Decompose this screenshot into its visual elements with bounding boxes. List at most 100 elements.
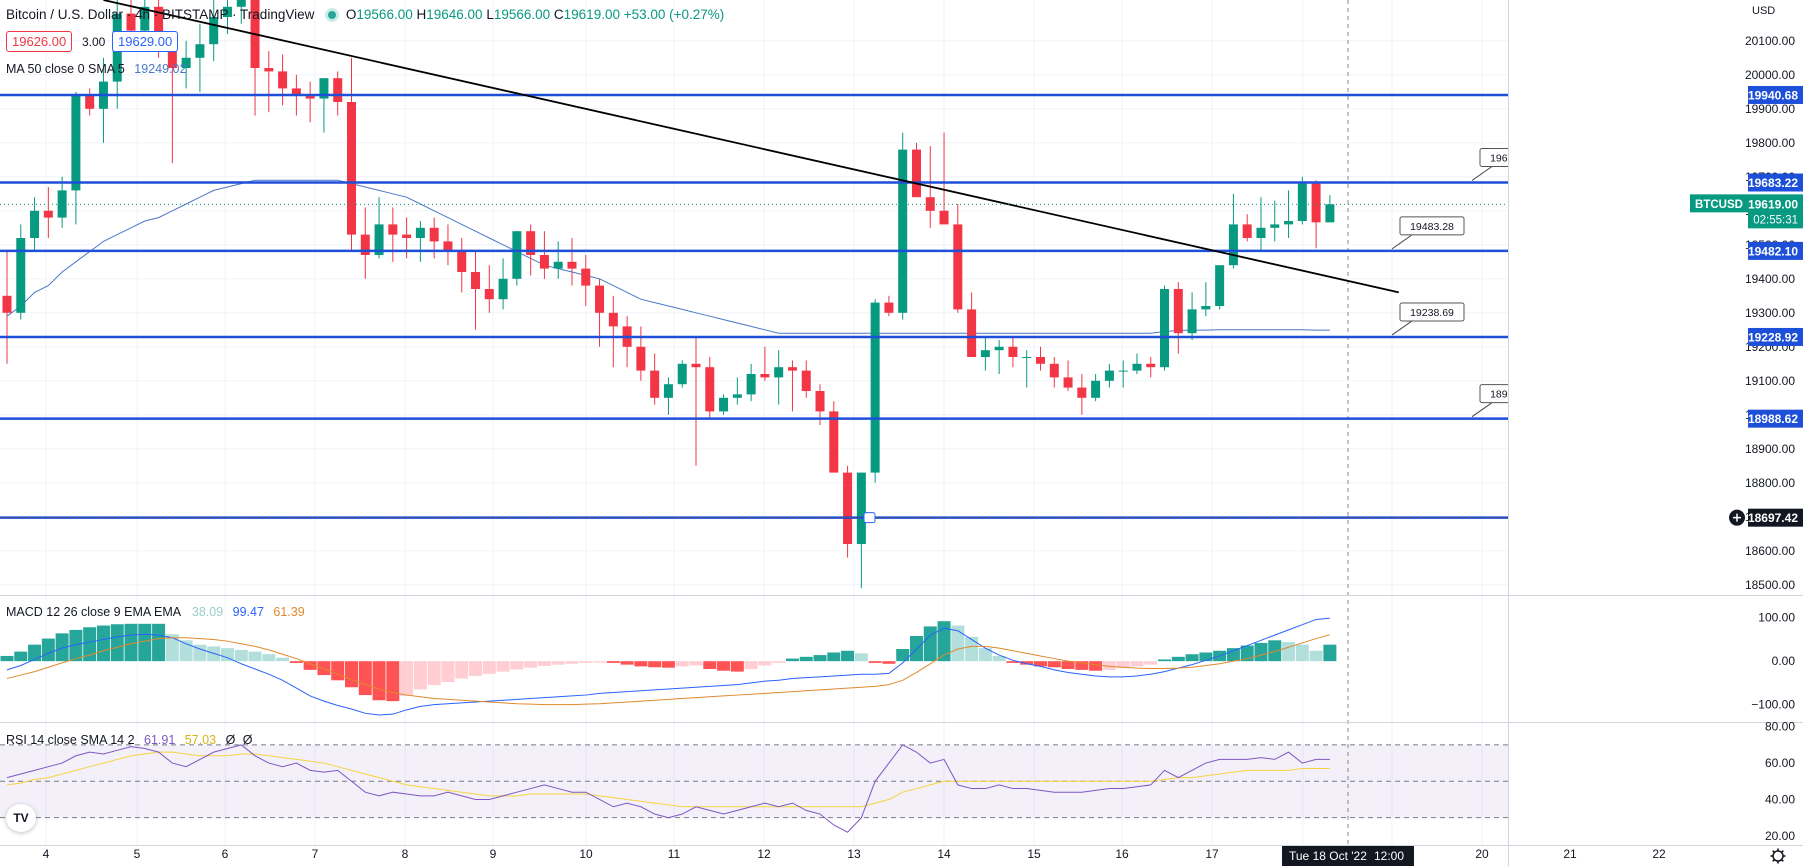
time-tick: 11 [668, 847, 681, 861]
candle-body [760, 374, 770, 378]
callout-connector [1471, 402, 1493, 418]
price-tick: 19900.00 [1745, 102, 1795, 116]
macd-histogram-bar [937, 621, 951, 662]
rsi-legend[interactable]: RSI 14 close SMA 14 2 61.91 57.03 Ø Ø [6, 733, 253, 747]
macd-histogram-bar [193, 644, 207, 662]
macd-histogram-bar [1323, 644, 1337, 662]
macd-histogram-bar [593, 661, 607, 663]
candle-body [1187, 309, 1197, 334]
macd-tick: 100.00 [1758, 611, 1795, 625]
macd-histogram-bar [730, 661, 744, 672]
time-cursor-time: 12:00 [1374, 849, 1404, 863]
callout-label: 18989.75 [1490, 389, 1534, 401]
macd-histogram-bar [317, 661, 331, 676]
macd-histogram-bar [276, 657, 290, 662]
candle-body [484, 289, 494, 300]
candle-body [553, 261, 563, 269]
price-tick: 19800.00 [1745, 136, 1795, 150]
candle-body [167, 47, 177, 68]
candle-body [746, 374, 756, 395]
macd-histogram-bar [55, 633, 69, 662]
candle-body [222, 6, 232, 17]
candle-body [787, 367, 797, 371]
price-pane[interactable]: 19950.25 19694.17 19483.28 19238.69 18989.75… [0, 0, 1649, 589]
buy-ask-button[interactable]: 19629.00 [112, 31, 179, 52]
ma-legend[interactable]: MA 50 close 0 SMA 5 19249.02 [6, 62, 187, 76]
candle-body [1063, 377, 1073, 388]
candle-body [333, 78, 343, 102]
candle-body [1022, 357, 1032, 358]
level-axis-label [1748, 173, 1803, 192]
callout-connector [1391, 320, 1413, 336]
macd-pane[interactable] [0, 617, 1337, 716]
time-tick: 9 [490, 847, 497, 861]
macd-histogram-bar [799, 656, 813, 662]
macd-histogram-bar [345, 661, 358, 688]
macd-histogram-bar [1171, 656, 1185, 662]
macd-histogram-bar [1254, 642, 1268, 662]
candle-body [388, 224, 398, 235]
candle-body [195, 44, 205, 58]
rsi-pane[interactable] [0, 744, 1508, 833]
macd-histogram-bar [455, 661, 469, 679]
macd-histogram-bar [1130, 661, 1144, 667]
tradingview-logo[interactable]: TV [6, 804, 36, 832]
ma50-line [6, 179, 1330, 334]
macd-histogram-bar [41, 638, 55, 662]
gear-icon[interactable] [1770, 848, 1786, 864]
macd-histogram-bar [165, 634, 179, 662]
candle-body [732, 394, 742, 398]
candle-body [539, 255, 549, 269]
price-tick: 18600.00 [1745, 544, 1795, 558]
level-axis-label [1748, 241, 1803, 260]
macd-histogram-bar [1116, 661, 1130, 669]
time-axis[interactable]: 456789101112131415161719202122Tue 18 Oct… [43, 846, 1786, 866]
time-tick: 16 [1115, 847, 1129, 861]
time-tick: 17 [1205, 847, 1219, 861]
macd-histogram-bar [1089, 661, 1103, 671]
price-tick: 18900.00 [1745, 442, 1795, 456]
candle-body [1077, 387, 1087, 398]
macd-histogram-bar [827, 652, 841, 662]
symbol-title[interactable]: Bitcoin / U.S. Dollar · 4h · BITSTAMP · … [6, 7, 315, 22]
candle-body [911, 149, 921, 198]
level-axis-value: 18697.42 [1748, 511, 1798, 525]
macd-legend[interactable]: MACD 12 26 close 9 EMA EMA 38.09 99.47 6… [6, 605, 305, 619]
callout-label: 19950.25 [1550, 65, 1594, 77]
candle-body [140, 6, 150, 31]
macd-histogram-bar [965, 636, 979, 662]
callout-box [1479, 148, 1508, 168]
macd-histogram-bar [413, 661, 427, 690]
macd-histogram-bar [1144, 661, 1158, 665]
macd-histogram-bar [785, 658, 799, 662]
callout-box [1399, 302, 1465, 322]
macd-histogram-bar [441, 661, 455, 683]
ohlc-values: O19566.00 H19646.00 L19566.00 C19619.00 … [345, 7, 725, 22]
candle-body [608, 312, 618, 327]
macd-histogram-bar [289, 661, 303, 663]
macd-histogram-bar [234, 649, 248, 662]
candle-body [1297, 183, 1307, 221]
candle-body [1173, 289, 1183, 334]
macd-histogram-bar [1282, 642, 1296, 662]
candle-body [1256, 227, 1266, 238]
macd-histogram-bar [524, 661, 538, 668]
candle-body [1132, 363, 1142, 371]
candle-body [2, 295, 12, 313]
macd-histogram-bar [1199, 652, 1213, 662]
macd-histogram-bar [758, 661, 772, 666]
candle-body [1008, 346, 1018, 357]
callout-label: 19483.28 [1410, 221, 1454, 233]
macd-histogram-bar [469, 661, 483, 676]
macd-histogram-bar [482, 661, 496, 674]
sell-bid-button[interactable]: 19626.00 [6, 31, 73, 52]
macd-histogram-bar [496, 661, 510, 672]
candle-body [567, 261, 577, 269]
price-axis[interactable]: 20100.0020000.0019900.0019800.0019700.00… [1690, 5, 1803, 843]
candle-body [980, 350, 990, 357]
macd-histogram-bar [1075, 661, 1089, 670]
candle-body [1104, 370, 1114, 381]
candle-body [264, 68, 274, 72]
